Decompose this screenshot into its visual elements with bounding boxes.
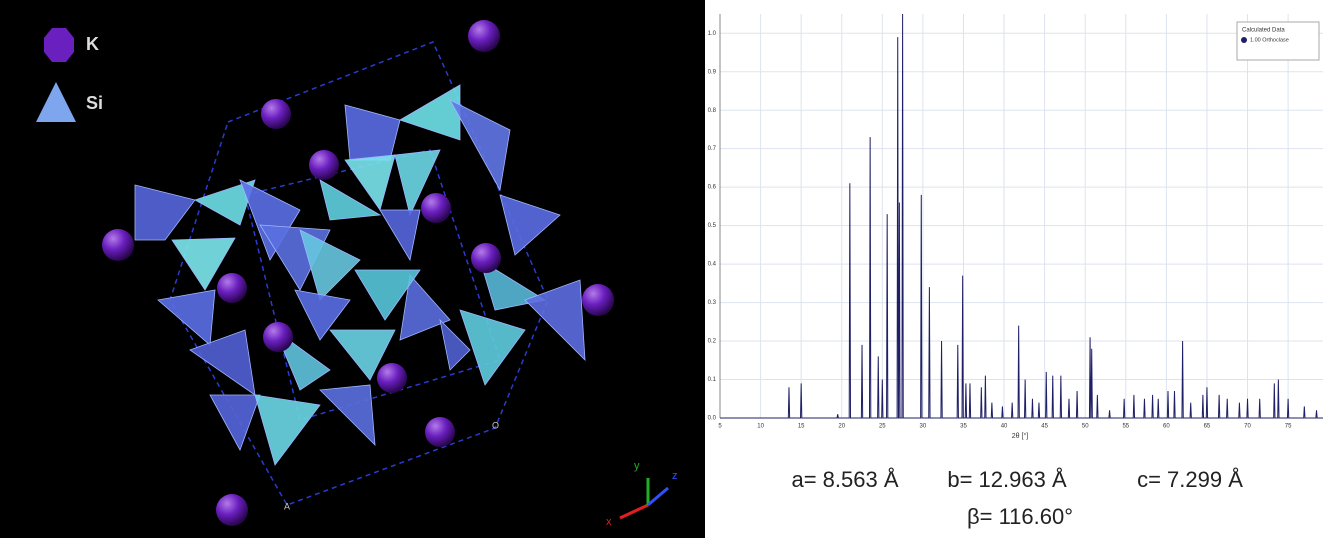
x-tick-label: 45 — [1041, 424, 1048, 430]
x-tick-label: 65 — [1204, 424, 1211, 430]
legend-label: 1.00 Orthoclase — [1250, 37, 1289, 43]
legend-title: Calculated Data — [1242, 28, 1285, 34]
y-tick-label: 0.1 — [708, 377, 717, 383]
x-tick-label: 15 — [798, 424, 805, 430]
xrd-chart: 0.0 0.1 0.2 0.3 0.4 0.5 0.6 0.7 0.8 0.9 1.0 5 10 15 20… — [708, 14, 1323, 430]
legend-k-symbol — [44, 28, 74, 62]
y-tick-label: 0.9 — [708, 69, 717, 75]
x-tick-label: 25 — [879, 424, 886, 430]
y-tick-label: 0.7 — [708, 146, 717, 152]
figure: K Si A O x y z 0.00.10.20.30.40.50.60.70… — [0, 0, 1323, 538]
x-tick-label: 70 — [1244, 424, 1251, 430]
x-tick-label: 10 — [757, 424, 764, 430]
lattice-a: a= 8.563 Å — [791, 467, 898, 492]
y-tick-label: 0.6 — [708, 185, 717, 191]
plot-area — [720, 14, 1323, 418]
structure-panel: K Si A O x y z — [0, 0, 705, 538]
x-tick-label: 20 — [838, 424, 845, 430]
y-tick-label: 1.0 — [708, 31, 717, 37]
x-tick-label: 50 — [1082, 424, 1089, 430]
x-tick-label: 60 — [1163, 424, 1170, 430]
page: {"structure": {"legend": ["K", "Si"], "c… — [0, 0, 1323, 538]
axis-label: y — [634, 460, 640, 472]
legend-label: Si — [86, 93, 103, 113]
x-tick-label: 35 — [960, 424, 967, 430]
panel-background — [0, 0, 705, 538]
lattice-b: b= 12.963 Å — [947, 467, 1067, 492]
y-tick-label: 0.4 — [708, 262, 717, 268]
legend: Calculated Data 1.00 Orthoclase — [1237, 22, 1319, 60]
x-tick-label: 40 — [1001, 424, 1008, 430]
axis-label: x — [606, 516, 612, 528]
x-tick-label: 75 — [1285, 424, 1292, 430]
lattice-parameters: a= 8.563 Å b= 12.963 Å c= 7.299 Å β= 116… — [791, 467, 1243, 529]
x-tick-label: 55 — [1122, 424, 1129, 430]
x-axis-label: 2θ [°] — [1012, 432, 1028, 440]
cell-label: O — [492, 420, 499, 430]
legend-marker — [1241, 37, 1247, 43]
y-tick-label: 0.8 — [708, 108, 717, 114]
lattice-beta: β= 116.60° — [967, 504, 1073, 529]
cell-label: A — [284, 501, 290, 511]
x-tick-label: 30 — [920, 424, 927, 430]
y-tick-label: 0.0 — [708, 416, 717, 422]
x-tick-label: 5 — [718, 424, 722, 430]
y-tick-label: 0.2 — [708, 339, 717, 345]
y-tick-label: 0.3 — [708, 300, 717, 306]
legend-label: K — [86, 34, 99, 54]
y-tick-label: 0.5 — [708, 223, 717, 229]
axis-label: z — [672, 470, 678, 482]
lattice-c: c= 7.299 Å — [1137, 467, 1243, 492]
